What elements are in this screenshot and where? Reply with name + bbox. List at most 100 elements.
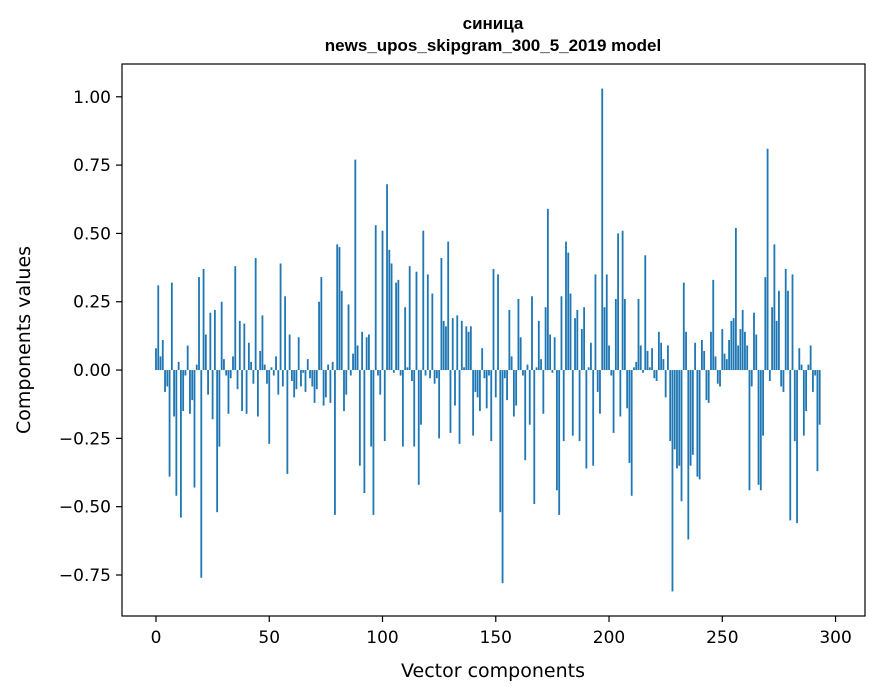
bar [157,285,160,371]
bar [245,370,248,414]
bar [700,340,703,371]
bar [764,277,767,371]
bar [603,307,606,371]
bar [234,266,237,371]
bar [445,326,447,371]
bar [687,370,690,540]
bar [479,370,481,412]
chart-title: синица [463,14,524,33]
bar [707,370,710,403]
bar [556,370,558,491]
bar [567,252,570,371]
bar [626,370,629,409]
bar [490,370,493,442]
bar [309,370,311,379]
bar [209,312,212,371]
y-tick-label: 0.50 [73,224,111,244]
bar [535,367,538,371]
bar [467,331,470,371]
bar [551,370,554,373]
x-tick-label: 200 [593,628,625,648]
bar [800,364,803,371]
bar [358,370,361,466]
bar [782,370,785,392]
y-axis-ticks: −0.75 −0.50 −0.25 0.00 0.25 0.50 0.75 1.00 [59,88,122,586]
bar [236,370,239,390]
bar [787,290,789,371]
bar [347,304,350,371]
bar [741,309,744,371]
bar [660,342,663,371]
bar [753,312,755,371]
bar [390,263,393,371]
bar [712,279,715,371]
bar [429,370,431,379]
bar [268,370,271,444]
bar [216,370,219,513]
bar [519,337,522,371]
bar [424,370,427,376]
bar [435,370,438,379]
bar [655,370,658,381]
bar [637,299,640,371]
bar [343,370,345,412]
bar [372,370,375,515]
bar [791,274,794,371]
bar [544,307,547,371]
bar [220,301,223,371]
bar [685,331,687,371]
bar [657,331,660,371]
bar [286,370,289,474]
bar [750,370,753,387]
y-tick-label: 0.25 [73,293,111,313]
bar [610,370,613,376]
bar [485,370,488,409]
bar [562,370,565,442]
bar [802,370,805,436]
bar [365,337,368,371]
bar [329,370,332,403]
bar [392,370,395,373]
bar [433,370,436,384]
bar [324,370,327,398]
bar [526,364,529,371]
bar [290,370,293,381]
bar [497,274,499,371]
bar [275,356,277,371]
bar [680,370,683,502]
bar [415,271,418,371]
bar [773,244,776,371]
bar [460,320,463,371]
plot-area-frame [121,63,866,617]
bar [748,370,751,491]
bar [232,356,234,371]
bar [401,370,404,447]
bar [730,320,733,371]
bar [164,370,166,392]
bar [193,370,196,488]
bar [189,370,191,414]
y-axis-label: Components values [13,246,35,434]
y-tick-label: −0.75 [59,566,111,586]
bar [381,230,384,371]
bar [311,370,314,387]
bar [356,345,359,371]
bar [238,320,241,371]
x-tick-label: 0 [151,628,162,648]
bar [766,148,769,371]
bar [689,370,692,466]
x-tick-label: 250 [706,628,738,648]
bar [472,370,475,436]
bar [664,370,667,398]
bar [463,367,465,371]
bar [662,359,665,371]
bar [746,345,749,371]
bar [388,249,391,371]
bar [653,370,656,379]
bar [161,340,164,371]
bar [304,370,307,392]
bar [198,277,200,371]
bar [426,274,429,371]
bar [399,370,402,376]
bar [533,370,536,504]
